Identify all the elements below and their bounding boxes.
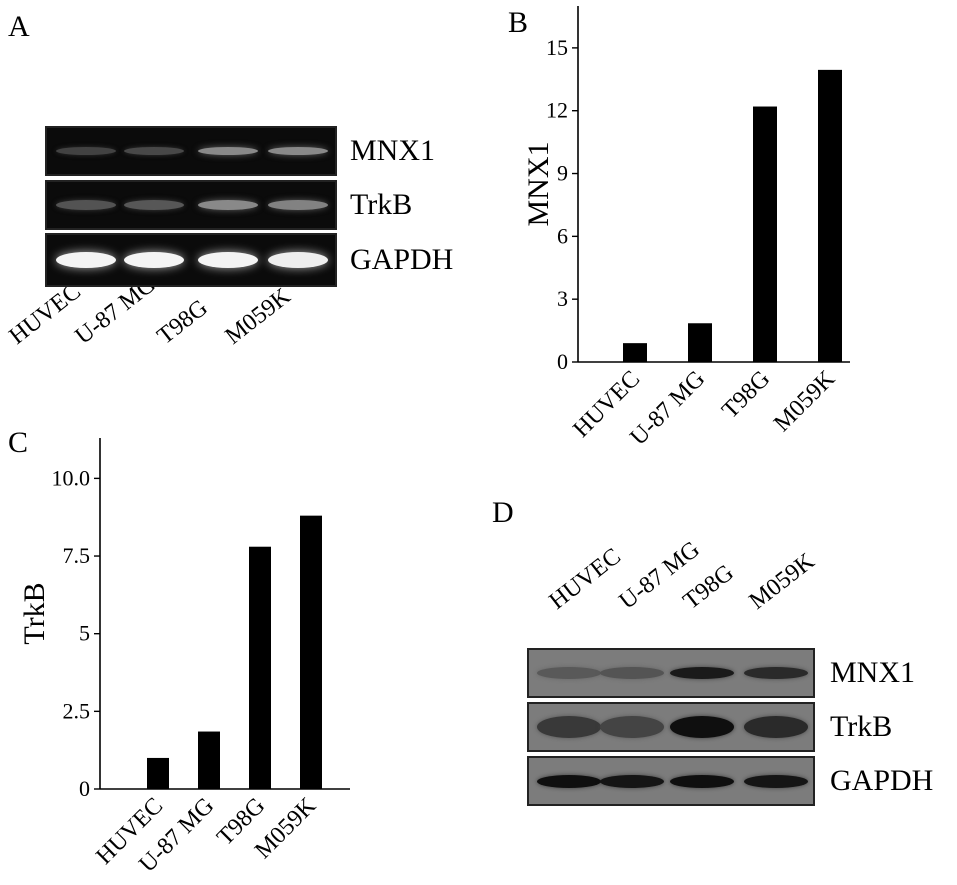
band [198,200,258,210]
blot-row-label: GAPDH [350,243,454,276]
band [268,147,328,155]
band [56,147,116,155]
bar-t98g [249,546,271,789]
y-tick-label: 9 [557,161,568,186]
panel-c-letter: C [8,426,29,459]
blot-row-mnx1 [45,126,337,176]
band [537,716,601,738]
lane-label: HUVEC [544,543,626,615]
band [56,200,116,210]
band [670,774,734,788]
y-tick-label: 2.5 [63,698,91,723]
band [198,147,258,155]
y-tick-label: 15 [546,35,568,60]
panel-a-letter: A [8,10,30,43]
y-axis-label: TrkB [18,582,51,644]
band [600,774,664,788]
blot-row-label: TrkB [350,188,413,221]
band [670,716,734,738]
band [56,252,116,268]
blot-row-label: MNX1 [350,134,436,167]
band [600,667,664,679]
y-tick-label: 6 [557,223,568,248]
lane-label: M059K [744,548,820,615]
bar-huvec [147,757,169,789]
band [600,716,664,738]
bar-t98g [753,106,777,363]
band [124,147,184,155]
band [670,667,734,679]
y-tick-label: 3 [557,286,568,311]
y-tick-label: 7.5 [63,543,91,568]
blot-row-trkb [527,702,815,752]
y-tick-label: 12 [546,98,568,123]
y-axis-label: MNX1 [522,141,555,226]
blot-row-trkb [45,180,337,230]
bar-m059k [818,69,842,362]
lane-label: T98G [152,294,213,350]
y-tick-label: 5 [79,621,90,646]
bar-huvec [623,343,647,362]
band [537,667,601,679]
blot-row-label: MNX1 [830,656,916,689]
x-tick-label: T98G [717,366,775,424]
band [268,252,328,268]
band [124,200,184,210]
band [537,774,601,788]
band [268,200,328,210]
band [124,252,184,268]
blot-row-gapdh [45,233,337,287]
band [744,716,808,738]
blot-row-mnx1 [527,648,815,698]
band [744,774,808,788]
y-tick-label: 0 [557,349,568,374]
lane-label: HUVEC [4,278,86,350]
panel-d-letter: D [492,496,514,529]
blot-row-label: GAPDH [830,764,934,797]
band [744,667,808,679]
bar-u-87-mg [688,323,712,362]
bar-u-87-mg [198,731,220,789]
lane-label: M059K [220,283,296,350]
blot-row-gapdh [527,756,815,806]
y-tick-label: 0 [79,776,90,801]
bar-m059k [300,515,322,789]
blot-row-label: TrkB [830,710,893,743]
band [198,252,258,268]
panel-b-letter: B [508,6,529,39]
x-tick-label: M059K [769,365,841,437]
y-tick-label: 10.0 [52,465,91,490]
